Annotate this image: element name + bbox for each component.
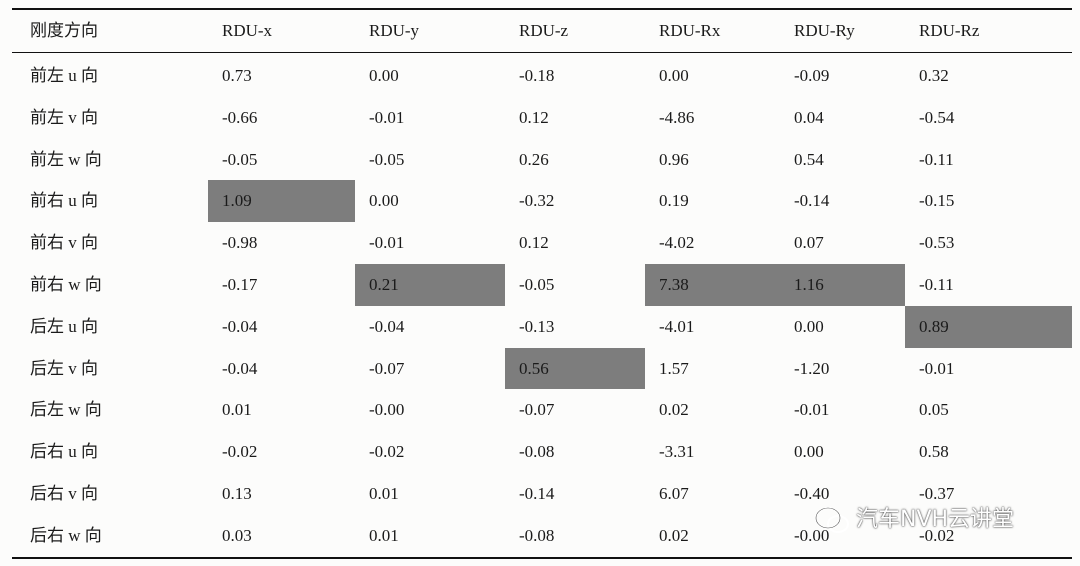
value-cell: -0.11 [919,275,954,294]
value-cell: -0.01 [369,233,405,253]
value-cell: 0.00 [369,191,399,211]
value-cell: 0.02 [659,525,689,545]
header-cell: RDU-Ry [794,21,855,40]
value-cell: 6.07 [659,484,689,503]
value-cell: -0.08 [519,442,555,462]
value-cell: -0.13 [519,316,555,336]
value-cell: -0.07 [519,400,555,420]
value-cell: 0.00 [794,316,824,336]
value-cell: 0.03 [222,525,252,545]
value-cell: -0.01 [369,107,405,127]
row-label: 后左 v 向 [30,358,98,378]
value-cell: 0.32 [919,66,949,85]
row-label: 前左 u 向 [30,66,98,85]
value-cell: 0.07 [794,233,824,253]
row-label: 后左 u 向 [30,316,98,336]
value-cell: -0.17 [222,275,258,294]
value-cell: 0.05 [919,400,949,420]
value-cell: 0.02 [659,400,689,420]
value-cell: 0.56 [505,347,645,390]
header-cell: RDU-z [519,21,569,40]
value-cell: 0.00 [794,442,824,462]
value-cell: -0.04 [222,316,258,336]
value-cell: -4.86 [659,107,695,127]
value-cell: 0.00 [369,66,399,85]
value-cell: 7.38 [645,264,780,306]
value-cell: -0.00 [794,525,830,545]
row-label: 后右 u 向 [30,442,98,462]
value-cell: -0.02 [222,442,258,462]
value-cell: -0.08 [519,525,555,545]
value-cell: 0.12 [519,233,549,253]
value-cell: -1.20 [794,358,830,378]
value-cell: 0.58 [919,442,949,462]
value-cell: -0.02 [919,525,955,545]
value-cell: 0.04 [794,107,824,127]
value-cell: 0.54 [794,149,824,169]
header-cell: RDU-Rz [919,21,980,40]
value-cell: 0.01 [369,525,399,545]
header-rule [12,52,1072,53]
top-rule [12,8,1072,10]
value-cell: 0.73 [222,66,252,85]
header-cell: 刚度方向 [30,21,98,40]
value-cell: 0.96 [659,149,689,169]
header-cell: RDU-Rx [659,21,721,40]
value-cell: -4.02 [659,233,695,253]
value-cell: -0.40 [794,484,830,503]
value-cell: -0.54 [919,107,955,127]
row-label: 前左 v 向 [30,107,98,127]
watermark: 汽车NVH云讲堂 [812,502,1062,538]
value-cell: 0.01 [369,484,399,503]
row-label: 后右 v 向 [30,484,98,503]
value-cell: -0.05 [222,149,258,169]
value-cell: -0.14 [794,191,830,211]
value-cell: 0.21 [355,264,505,306]
value-cell: -0.05 [519,275,555,294]
value-cell: 0.89 [905,305,1072,348]
value-cell: 0.00 [659,66,689,85]
value-cell: -0.11 [919,149,954,169]
value-cell: 0.12 [519,107,549,127]
value-cell: -4.01 [659,316,695,336]
row-label: 前右 w 向 [30,275,102,294]
value-cell: -0.05 [369,149,405,169]
value-cell: -0.98 [222,233,258,253]
value-cell: -0.18 [519,66,555,85]
value-cell: 1.16 [780,264,905,306]
value-cell: -0.53 [919,233,955,253]
watermark-icon [815,507,849,533]
value-cell: -0.04 [369,316,405,336]
value-cell: -0.01 [794,400,830,420]
value-cell: 0.13 [222,484,252,503]
value-cell: -0.00 [369,400,405,420]
value-cell: -0.14 [519,484,555,503]
value-cell: -0.02 [369,442,405,462]
value-cell: -0.01 [919,358,955,378]
value-cell: -0.07 [369,358,405,378]
value-cell: -0.32 [519,191,555,211]
header-cell: RDU-x [222,21,273,40]
value-cell: 0.26 [519,149,549,169]
row-label: 前左 w 向 [30,149,102,169]
value-cell: -3.31 [659,442,695,462]
value-cell: -0.66 [222,107,258,127]
bottom-rule [12,557,1072,559]
value-cell: 1.09 [208,180,355,223]
row-label: 前右 v 向 [30,233,98,253]
value-cell: -0.37 [919,484,955,503]
value-cell: -0.15 [919,191,955,211]
watermark-text: 汽车NVH云讲堂 [856,507,1015,532]
value-cell: -0.04 [222,358,258,378]
row-label: 前右 u 向 [30,191,98,211]
row-label: 后左 w 向 [30,400,102,420]
value-cell: -0.09 [794,66,830,85]
header-cell: RDU-y [369,21,420,40]
value-cell: 0.19 [659,191,689,211]
row-label: 后右 w 向 [30,525,102,545]
value-cell: 0.01 [222,400,252,420]
value-cell: 1.57 [659,358,689,378]
